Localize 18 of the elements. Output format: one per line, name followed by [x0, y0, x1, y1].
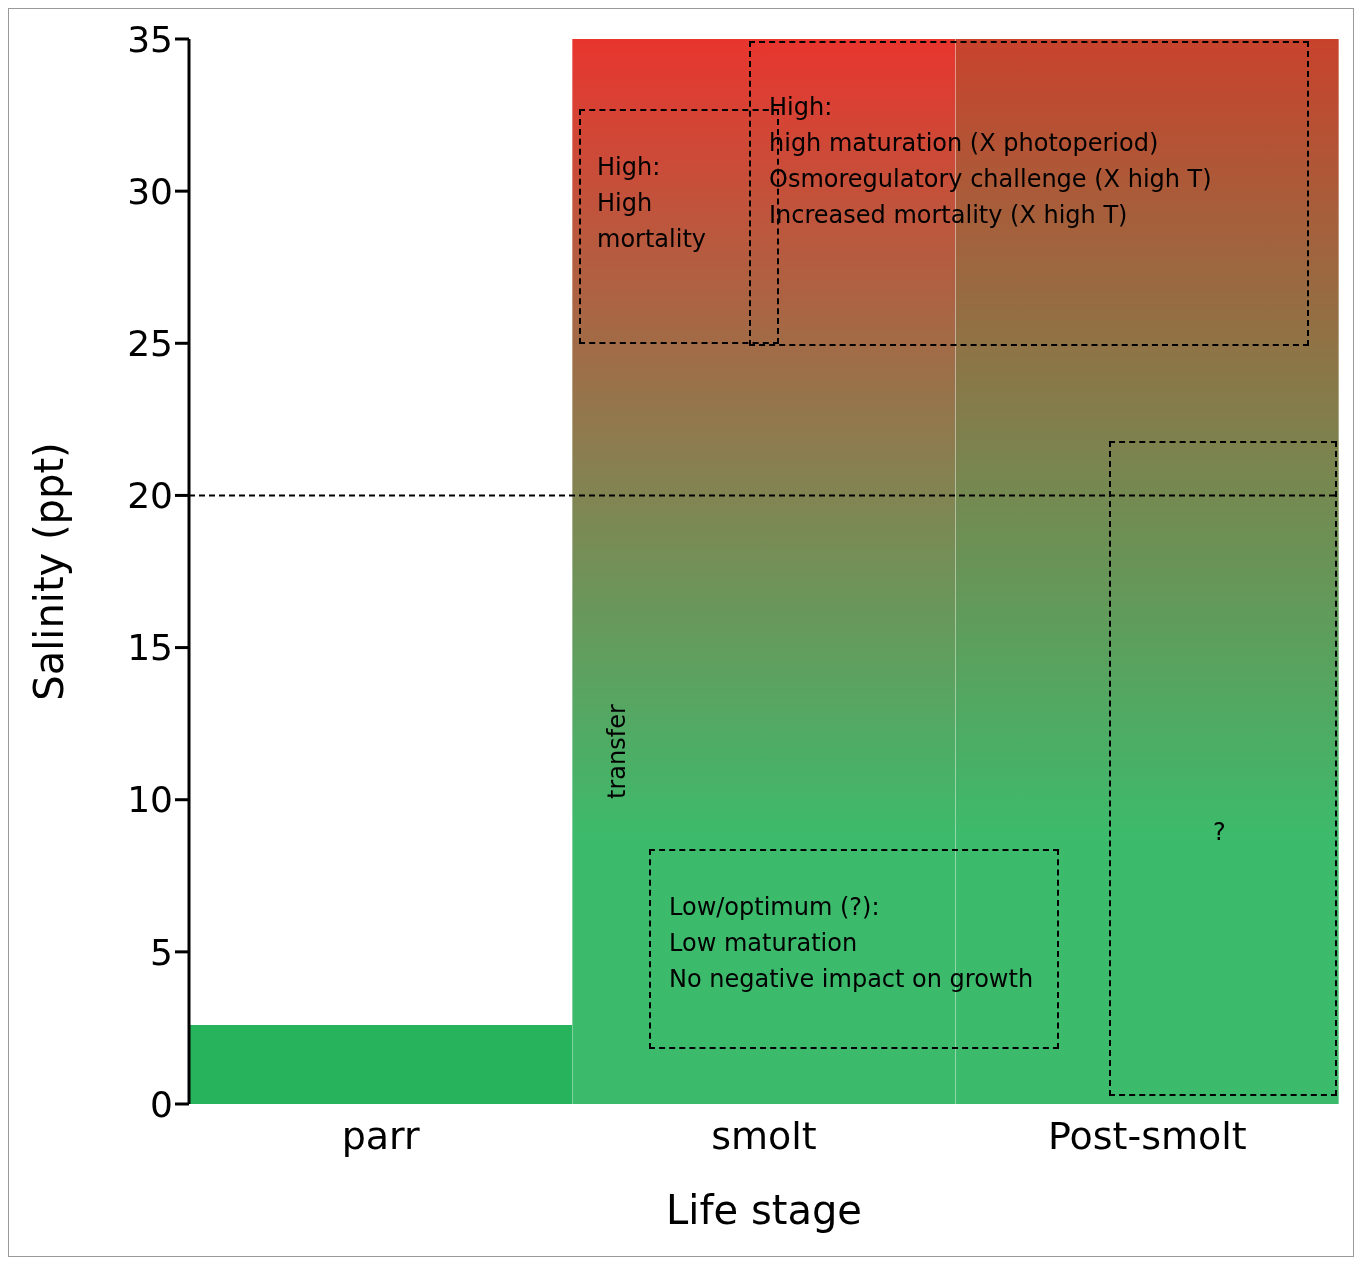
y-tick-label: 0 — [150, 1083, 173, 1125]
y-tick-label: 35 — [127, 18, 173, 60]
annotation: ? — [1213, 817, 1226, 848]
x-axis-title: Life stage — [666, 1187, 862, 1233]
annotation: High: high maturation (X photoperiod) Osmoregulatory challenge (X high T) Increased mortality (X high T) — [769, 92, 1212, 231]
annotation: Low/optimum (?): Low maturation No negative impact on growth — [669, 892, 1034, 995]
y-tick-label: 10 — [127, 779, 173, 821]
annotation: High: High mortality — [597, 152, 706, 255]
x-tick-label: parr — [341, 1113, 421, 1158]
y-axis-title: Salinity (ppt) — [26, 442, 73, 701]
y-tick-label: 15 — [127, 627, 173, 669]
y-tick-label: 20 — [127, 475, 173, 517]
x-tick-label: Post-smolt — [1047, 1113, 1247, 1158]
y-tick-label: 25 — [127, 323, 173, 365]
annotation: transfer — [602, 704, 632, 799]
x-tick-label: smolt — [711, 1113, 817, 1158]
y-tick-label: 30 — [127, 170, 173, 212]
y-tick-label: 5 — [150, 931, 173, 973]
